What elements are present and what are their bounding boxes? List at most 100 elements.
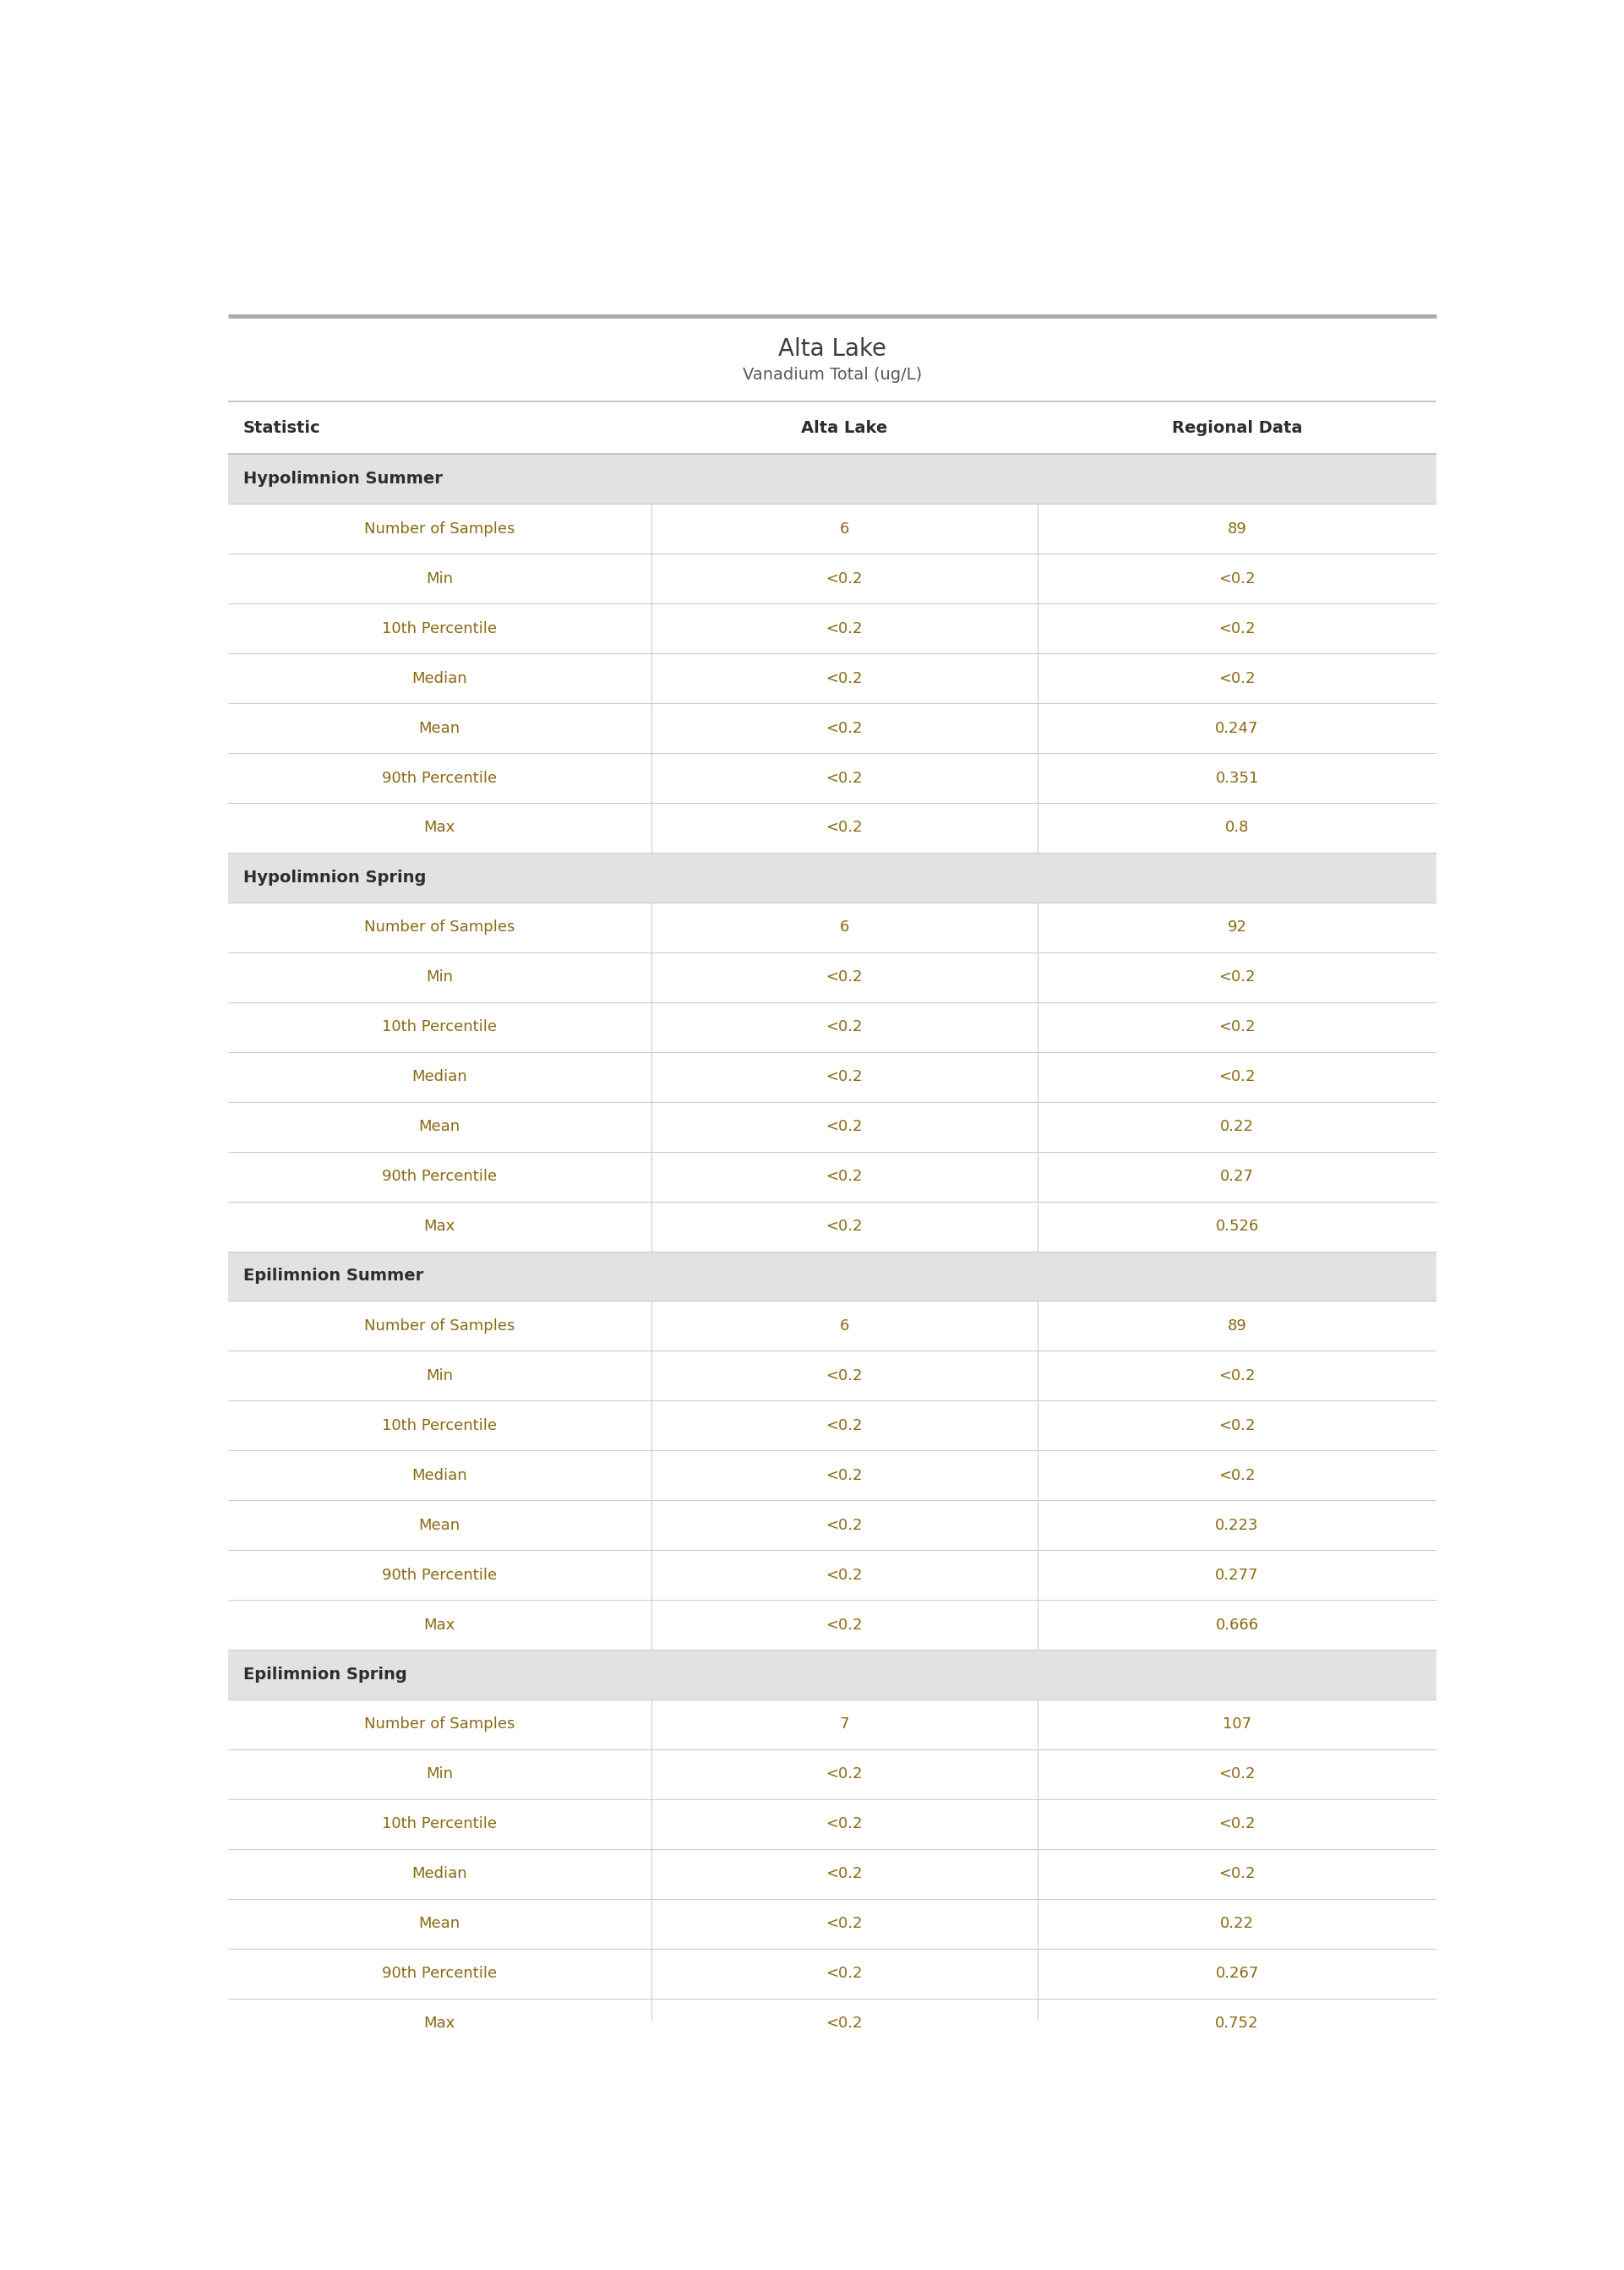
Text: Mean: Mean: [419, 1519, 460, 1532]
Text: Median: Median: [412, 670, 468, 686]
Bar: [227, 1101, 1436, 1151]
Text: Vanadium Total (ug/L): Vanadium Total (ug/L): [742, 368, 922, 384]
Text: Number of Samples: Number of Samples: [364, 522, 515, 536]
Text: 7: 7: [840, 1716, 849, 1732]
Text: <0.2: <0.2: [827, 1916, 862, 1932]
Text: <0.2: <0.2: [827, 1419, 862, 1432]
Text: 0.351: 0.351: [1215, 770, 1259, 785]
Text: 0.22: 0.22: [1220, 1119, 1254, 1135]
Text: <0.2: <0.2: [827, 1766, 862, 1782]
Text: Min: Min: [425, 572, 453, 586]
Text: Min: Min: [425, 969, 453, 985]
Text: 10th Percentile: 10th Percentile: [382, 1419, 497, 1432]
Text: 6: 6: [840, 522, 849, 536]
Text: Mean: Mean: [419, 1916, 460, 1932]
Text: <0.2: <0.2: [827, 1566, 862, 1582]
Text: 0.223: 0.223: [1215, 1519, 1259, 1532]
Text: <0.2: <0.2: [827, 1169, 862, 1185]
Bar: [227, 1550, 1436, 1600]
Text: <0.2: <0.2: [827, 1119, 862, 1135]
Bar: [227, 953, 1436, 1001]
Text: 0.8: 0.8: [1224, 819, 1249, 835]
Text: <0.2: <0.2: [827, 1469, 862, 1482]
Bar: [227, 454, 1436, 504]
Text: <0.2: <0.2: [827, 1069, 862, 1085]
Bar: [227, 1998, 1436, 2048]
Text: <0.2: <0.2: [1218, 622, 1255, 636]
Text: 92: 92: [1228, 919, 1247, 935]
Text: Max: Max: [424, 1219, 455, 1235]
Text: Number of Samples: Number of Samples: [364, 1716, 515, 1732]
Text: 90th Percentile: 90th Percentile: [382, 770, 497, 785]
Text: Statistic: Statistic: [244, 420, 320, 436]
Text: Regional Data: Regional Data: [1173, 420, 1302, 436]
Text: <0.2: <0.2: [827, 720, 862, 735]
Text: 0.247: 0.247: [1215, 720, 1259, 735]
Text: Min: Min: [425, 1766, 453, 1782]
Text: <0.2: <0.2: [1218, 1019, 1255, 1035]
Text: <0.2: <0.2: [1218, 1866, 1255, 1882]
Text: 10th Percentile: 10th Percentile: [382, 1816, 497, 1832]
Text: Median: Median: [412, 1069, 468, 1085]
Text: <0.2: <0.2: [1218, 1816, 1255, 1832]
Bar: [227, 1201, 1436, 1251]
Text: Median: Median: [412, 1469, 468, 1482]
Bar: [227, 1001, 1436, 1051]
Text: <0.2: <0.2: [1218, 1369, 1255, 1382]
Text: <0.2: <0.2: [827, 622, 862, 636]
Text: <0.2: <0.2: [827, 1219, 862, 1235]
Bar: [227, 903, 1436, 953]
Text: <0.2: <0.2: [1218, 1469, 1255, 1482]
Text: <0.2: <0.2: [827, 1966, 862, 1982]
Text: Max: Max: [424, 819, 455, 835]
Text: <0.2: <0.2: [827, 2016, 862, 2032]
Text: Alta Lake: Alta Lake: [778, 336, 887, 361]
Text: <0.2: <0.2: [1218, 572, 1255, 586]
Text: 6: 6: [840, 1319, 849, 1332]
Text: <0.2: <0.2: [827, 1616, 862, 1632]
Text: <0.2: <0.2: [1218, 670, 1255, 686]
Text: 89: 89: [1228, 522, 1247, 536]
Text: 90th Percentile: 90th Percentile: [382, 1966, 497, 1982]
Bar: [227, 1898, 1436, 1948]
Text: <0.2: <0.2: [827, 1369, 862, 1382]
Bar: [227, 1800, 1436, 1850]
Text: Epilimnion Summer: Epilimnion Summer: [244, 1269, 424, 1285]
Text: 10th Percentile: 10th Percentile: [382, 1019, 497, 1035]
Bar: [227, 804, 1436, 854]
Text: 89: 89: [1228, 1319, 1247, 1332]
Text: <0.2: <0.2: [827, 969, 862, 985]
Text: Max: Max: [424, 1616, 455, 1632]
Text: Hypolimnion Spring: Hypolimnion Spring: [244, 869, 425, 885]
Bar: [227, 1700, 1436, 1750]
Text: <0.2: <0.2: [827, 670, 862, 686]
Text: <0.2: <0.2: [1218, 1766, 1255, 1782]
Text: 107: 107: [1223, 1716, 1252, 1732]
Bar: [227, 604, 1436, 654]
Bar: [227, 1301, 1436, 1351]
Text: 0.526: 0.526: [1215, 1219, 1259, 1235]
Bar: [227, 504, 1436, 554]
Text: 90th Percentile: 90th Percentile: [382, 1566, 497, 1582]
Text: <0.2: <0.2: [827, 1519, 862, 1532]
Text: 6: 6: [840, 919, 849, 935]
Bar: [227, 654, 1436, 704]
Text: 0.22: 0.22: [1220, 1916, 1254, 1932]
Text: 0.27: 0.27: [1220, 1169, 1254, 1185]
Text: Number of Samples: Number of Samples: [364, 919, 515, 935]
Bar: [227, 1151, 1436, 1201]
Text: Alta Lake: Alta Lake: [801, 420, 888, 436]
Text: 0.267: 0.267: [1215, 1966, 1259, 1982]
Text: <0.2: <0.2: [1218, 1069, 1255, 1085]
Bar: [227, 1600, 1436, 1650]
Text: Epilimnion Spring: Epilimnion Spring: [244, 1666, 408, 1682]
Text: Mean: Mean: [419, 720, 460, 735]
Text: <0.2: <0.2: [1218, 969, 1255, 985]
Text: Number of Samples: Number of Samples: [364, 1319, 515, 1332]
Bar: [227, 854, 1436, 903]
Bar: [227, 1351, 1436, 1401]
Text: 0.666: 0.666: [1215, 1616, 1259, 1632]
Bar: [227, 1750, 1436, 1800]
Bar: [227, 1948, 1436, 1998]
Bar: [227, 1401, 1436, 1451]
